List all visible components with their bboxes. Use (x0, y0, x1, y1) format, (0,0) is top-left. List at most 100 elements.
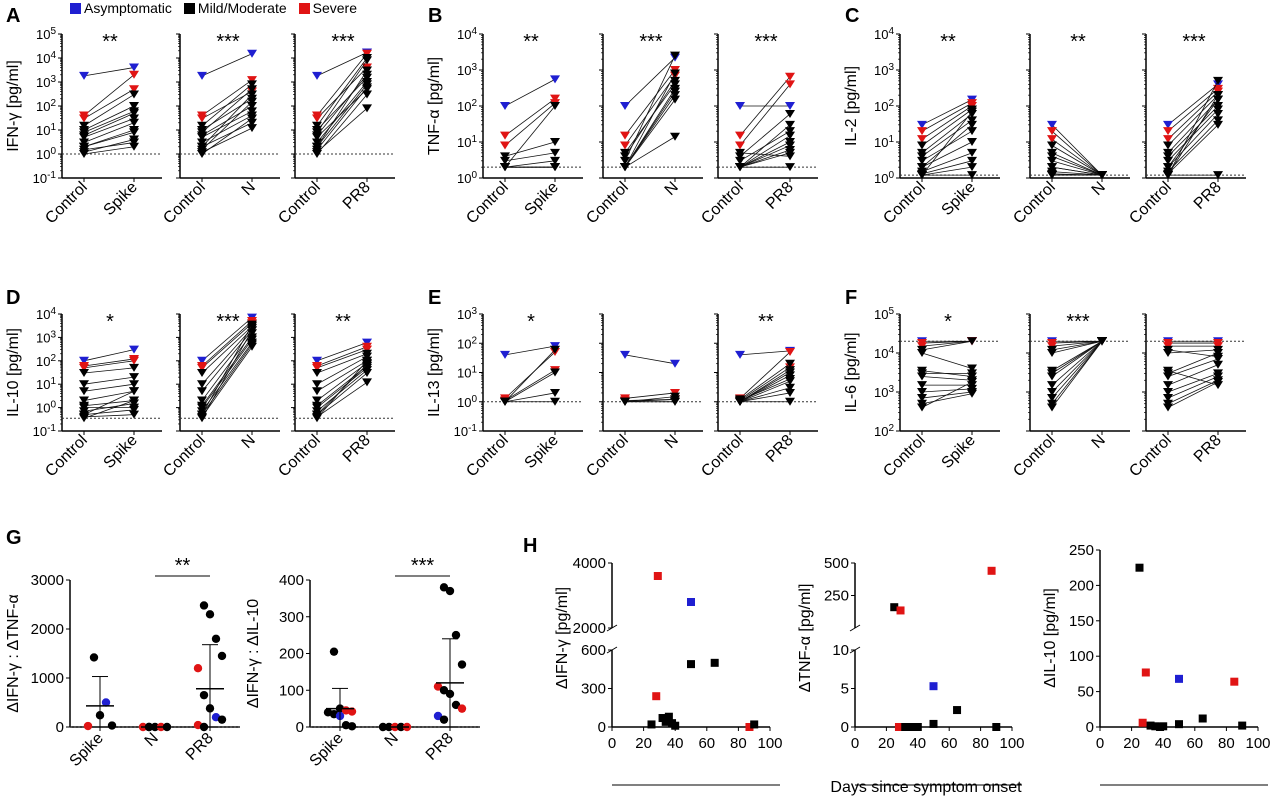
data-point (197, 380, 207, 389)
data-point (362, 345, 372, 354)
data-point (785, 359, 795, 368)
data-point (500, 156, 510, 165)
y-tick-label: 10-1 (33, 170, 57, 186)
pair-line (921, 102, 973, 132)
data-point (917, 163, 927, 172)
pair-line (921, 160, 973, 175)
panel-letter-a: A (6, 5, 20, 27)
x-tick-label: Control (160, 432, 208, 480)
data-point (79, 114, 89, 123)
data-point (992, 723, 1001, 731)
x-tick-label: N (142, 730, 162, 750)
y-tick-label: 104 (457, 26, 477, 42)
data-point (785, 374, 795, 383)
panel-e: IL-13 [pg/ml] 10-1 100 101 102 103 Control Spik… (426, 306, 818, 480)
pair-line (316, 372, 368, 415)
panel-letter-g: G (6, 527, 22, 549)
pair-line (739, 380, 791, 403)
data-point (550, 94, 560, 103)
x-tick-label: PR8 (1191, 432, 1225, 466)
panel-letter-d: D (6, 287, 20, 309)
pair-line (316, 60, 368, 133)
data-point (197, 410, 207, 419)
data-point (661, 717, 670, 726)
data-point (193, 664, 203, 673)
pair-line (1051, 340, 1103, 393)
x-tick-label: N (382, 730, 402, 750)
data-point (1097, 337, 1107, 346)
data-point (1163, 141, 1173, 150)
data-point (312, 133, 322, 142)
data-point (439, 583, 449, 592)
data-point (197, 150, 207, 158)
data-point (312, 369, 322, 378)
pair-line (921, 124, 973, 168)
pair-line (1051, 341, 1103, 408)
data-point (1163, 120, 1173, 129)
subplot-n: Control N *** (1010, 311, 1130, 480)
y-tick-label: 400 (279, 572, 304, 589)
x-tick-label: Control (880, 432, 928, 480)
data-point (1213, 109, 1223, 118)
y-tick-label: 105 (36, 26, 56, 42)
data-point (1213, 116, 1223, 125)
subplot-n: Control N ** (1010, 31, 1130, 227)
data-point (89, 653, 99, 662)
panel-letter-h: H (523, 535, 537, 557)
pair-line (1167, 376, 1219, 399)
panel-letter-f: F (845, 287, 857, 309)
pair-line (739, 378, 791, 401)
data-point (129, 90, 139, 99)
data-point (129, 85, 139, 94)
x-tick-label: Control (275, 179, 323, 227)
data-point (129, 356, 139, 365)
data-point (1213, 381, 1223, 390)
data-point (129, 363, 139, 372)
x-tick-label: Spike (939, 179, 979, 219)
data-point (1163, 156, 1173, 165)
data-point (457, 660, 467, 669)
x-tick-label: Control (1010, 432, 1058, 480)
data-point (247, 85, 257, 94)
panel-a: IFN-γ [pg/ml] 10-1 100 101 102 103 104 105 Contr… (5, 26, 395, 227)
pair-line (739, 149, 791, 168)
y-tick-label: 100 (279, 682, 304, 699)
pair-line (1051, 340, 1103, 354)
pair-line (201, 53, 253, 77)
pair-line (201, 122, 253, 148)
y-axis-label: IL-6 [pg/ml] (843, 332, 860, 412)
data-point (967, 148, 977, 157)
x-tick-label: 100 (1245, 735, 1270, 752)
x-tick-label: PR8 (340, 432, 374, 466)
data-point (1163, 152, 1173, 161)
data-point (550, 368, 560, 377)
pair-line (316, 53, 368, 116)
significance-label: *** (216, 311, 240, 333)
panel-letter-e: E (428, 287, 441, 309)
data-point (1163, 394, 1173, 403)
significance-label: *** (754, 31, 778, 53)
data-point (79, 145, 89, 154)
data-point (129, 114, 139, 123)
data-point (1047, 394, 1057, 403)
pair-line (921, 370, 973, 377)
data-point (1213, 171, 1223, 180)
pair-line (83, 110, 135, 133)
data-point (1198, 714, 1207, 723)
data-point (129, 396, 139, 405)
pair-line (83, 376, 135, 385)
significance-label: ** (335, 311, 351, 333)
y-axis-label: ΔIFN-γ : ΔIL-10 (245, 599, 262, 709)
x-tick-label: N (1089, 179, 1109, 199)
data-point (312, 380, 322, 389)
data-point (917, 156, 927, 165)
data-point (312, 410, 322, 419)
pair-line (1167, 99, 1219, 168)
y-axis-label: IL-2 [pg/ml] (843, 66, 860, 146)
pair-line (1167, 91, 1219, 140)
pair-line (316, 349, 368, 369)
pair-line (921, 120, 973, 157)
pair-line (316, 367, 368, 408)
pair-line (316, 84, 368, 148)
data-point (917, 141, 927, 150)
